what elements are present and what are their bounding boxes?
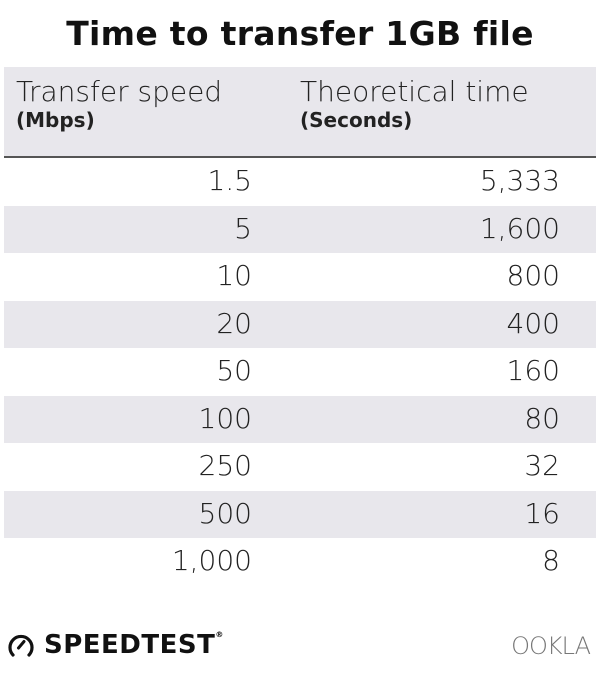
- speedtest-wordmark: SPEEDTEST®: [44, 630, 224, 660]
- cell-theoretical-time: 160: [506, 354, 560, 387]
- cell-theoretical-time: 80: [524, 401, 560, 435]
- cell-transfer-speed: 5: [234, 211, 252, 245]
- cell-transfer-speed: 1,000: [171, 544, 252, 577]
- cell-transfer-speed: 1.5: [207, 164, 252, 197]
- header-label: Theoretical time: [300, 75, 529, 108]
- table-row: 10 800: [4, 253, 596, 301]
- table-header: Transfer speed (Mbps) Theoretical time (…: [4, 67, 596, 158]
- cell-transfer-speed: 250: [198, 449, 252, 482]
- cell-theoretical-time: 400: [506, 306, 560, 340]
- table-row: 1,000 8: [4, 538, 596, 586]
- table-row: 1.5 5,333: [4, 158, 596, 206]
- table-row: 500 16: [4, 490, 596, 538]
- cell-theoretical-time: 5,333: [479, 164, 560, 197]
- cell-theoretical-time: 32: [524, 449, 560, 482]
- cell-theoretical-time: 1,600: [479, 211, 560, 245]
- brand-text: SPEEDTEST: [44, 630, 216, 660]
- chart-title: Time to transfer 1GB file: [66, 14, 534, 53]
- ookla-logo: OOKLA: [511, 632, 591, 660]
- cell-theoretical-time: 8: [542, 544, 560, 577]
- cell-theoretical-time: 16: [524, 496, 560, 530]
- table-row: 100 80: [4, 395, 596, 443]
- table-row: 250 32: [4, 443, 596, 491]
- registered-mark: ®: [215, 630, 224, 639]
- header-unit: (Seconds): [300, 108, 413, 132]
- cell-transfer-speed: 500: [198, 496, 252, 530]
- header-theoretical-time: Theoretical time (Seconds): [300, 75, 529, 132]
- table-row: 50 160: [4, 348, 596, 396]
- speedtest-logo: SPEEDTEST®: [6, 630, 224, 660]
- table-row: 5 1,600: [4, 205, 596, 253]
- table-body: 1.5 5,333 5 1,600 10 800 20 400 50 160 100 80 250 32 5…: [4, 158, 596, 586]
- table-row: 20 400: [4, 300, 596, 348]
- speedometer-icon: [8, 634, 34, 657]
- cell-theoretical-time: 800: [506, 259, 560, 292]
- header-label: Transfer speed: [16, 75, 223, 108]
- cell-transfer-speed: 100: [198, 401, 252, 435]
- cell-transfer-speed: 10: [216, 259, 252, 292]
- header-transfer-speed: Transfer speed (Mbps): [16, 75, 222, 132]
- cell-transfer-speed: 50: [216, 354, 252, 387]
- cell-transfer-speed: 20: [216, 306, 252, 340]
- header-unit: (Mbps): [16, 108, 95, 132]
